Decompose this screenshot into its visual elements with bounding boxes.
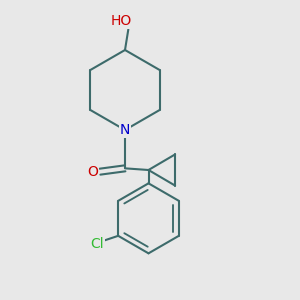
Text: O: O — [87, 165, 98, 179]
Text: Cl: Cl — [91, 237, 104, 251]
Text: HO: HO — [111, 14, 132, 28]
Text: N: N — [120, 123, 130, 137]
